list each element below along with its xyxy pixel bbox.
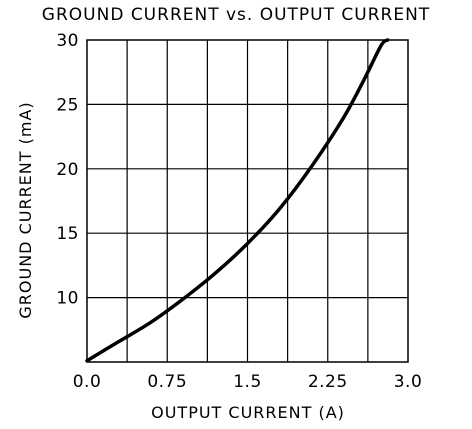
x-tick-label: 1.5: [233, 372, 262, 392]
x-tick-label: 2.25: [308, 372, 348, 392]
y-tick-label: 30: [56, 31, 79, 51]
x-tick-label: 0.0: [73, 372, 102, 392]
x-tick-label: 0.75: [147, 372, 187, 392]
y-axis-label: GROUND CURRENT (mA): [16, 101, 35, 318]
x-axis-label: OUTPUT CURRENT (A): [151, 403, 345, 422]
chart-title: GROUND CURRENT vs. OUTPUT CURRENT: [42, 5, 430, 25]
series-line: [85, 38, 390, 363]
y-tick-label: 20: [56, 160, 79, 180]
y-tick-label: 15: [56, 224, 79, 244]
y-tick-label: 25: [56, 95, 79, 115]
tick-labels: 0.0 0.75 1.5 2.25 3.0 10 15 20 25 30: [56, 31, 423, 392]
x-tick-label: 3.0: [394, 372, 423, 392]
plot-frame: [86, 39, 409, 363]
y-tick-label: 10: [56, 289, 79, 309]
